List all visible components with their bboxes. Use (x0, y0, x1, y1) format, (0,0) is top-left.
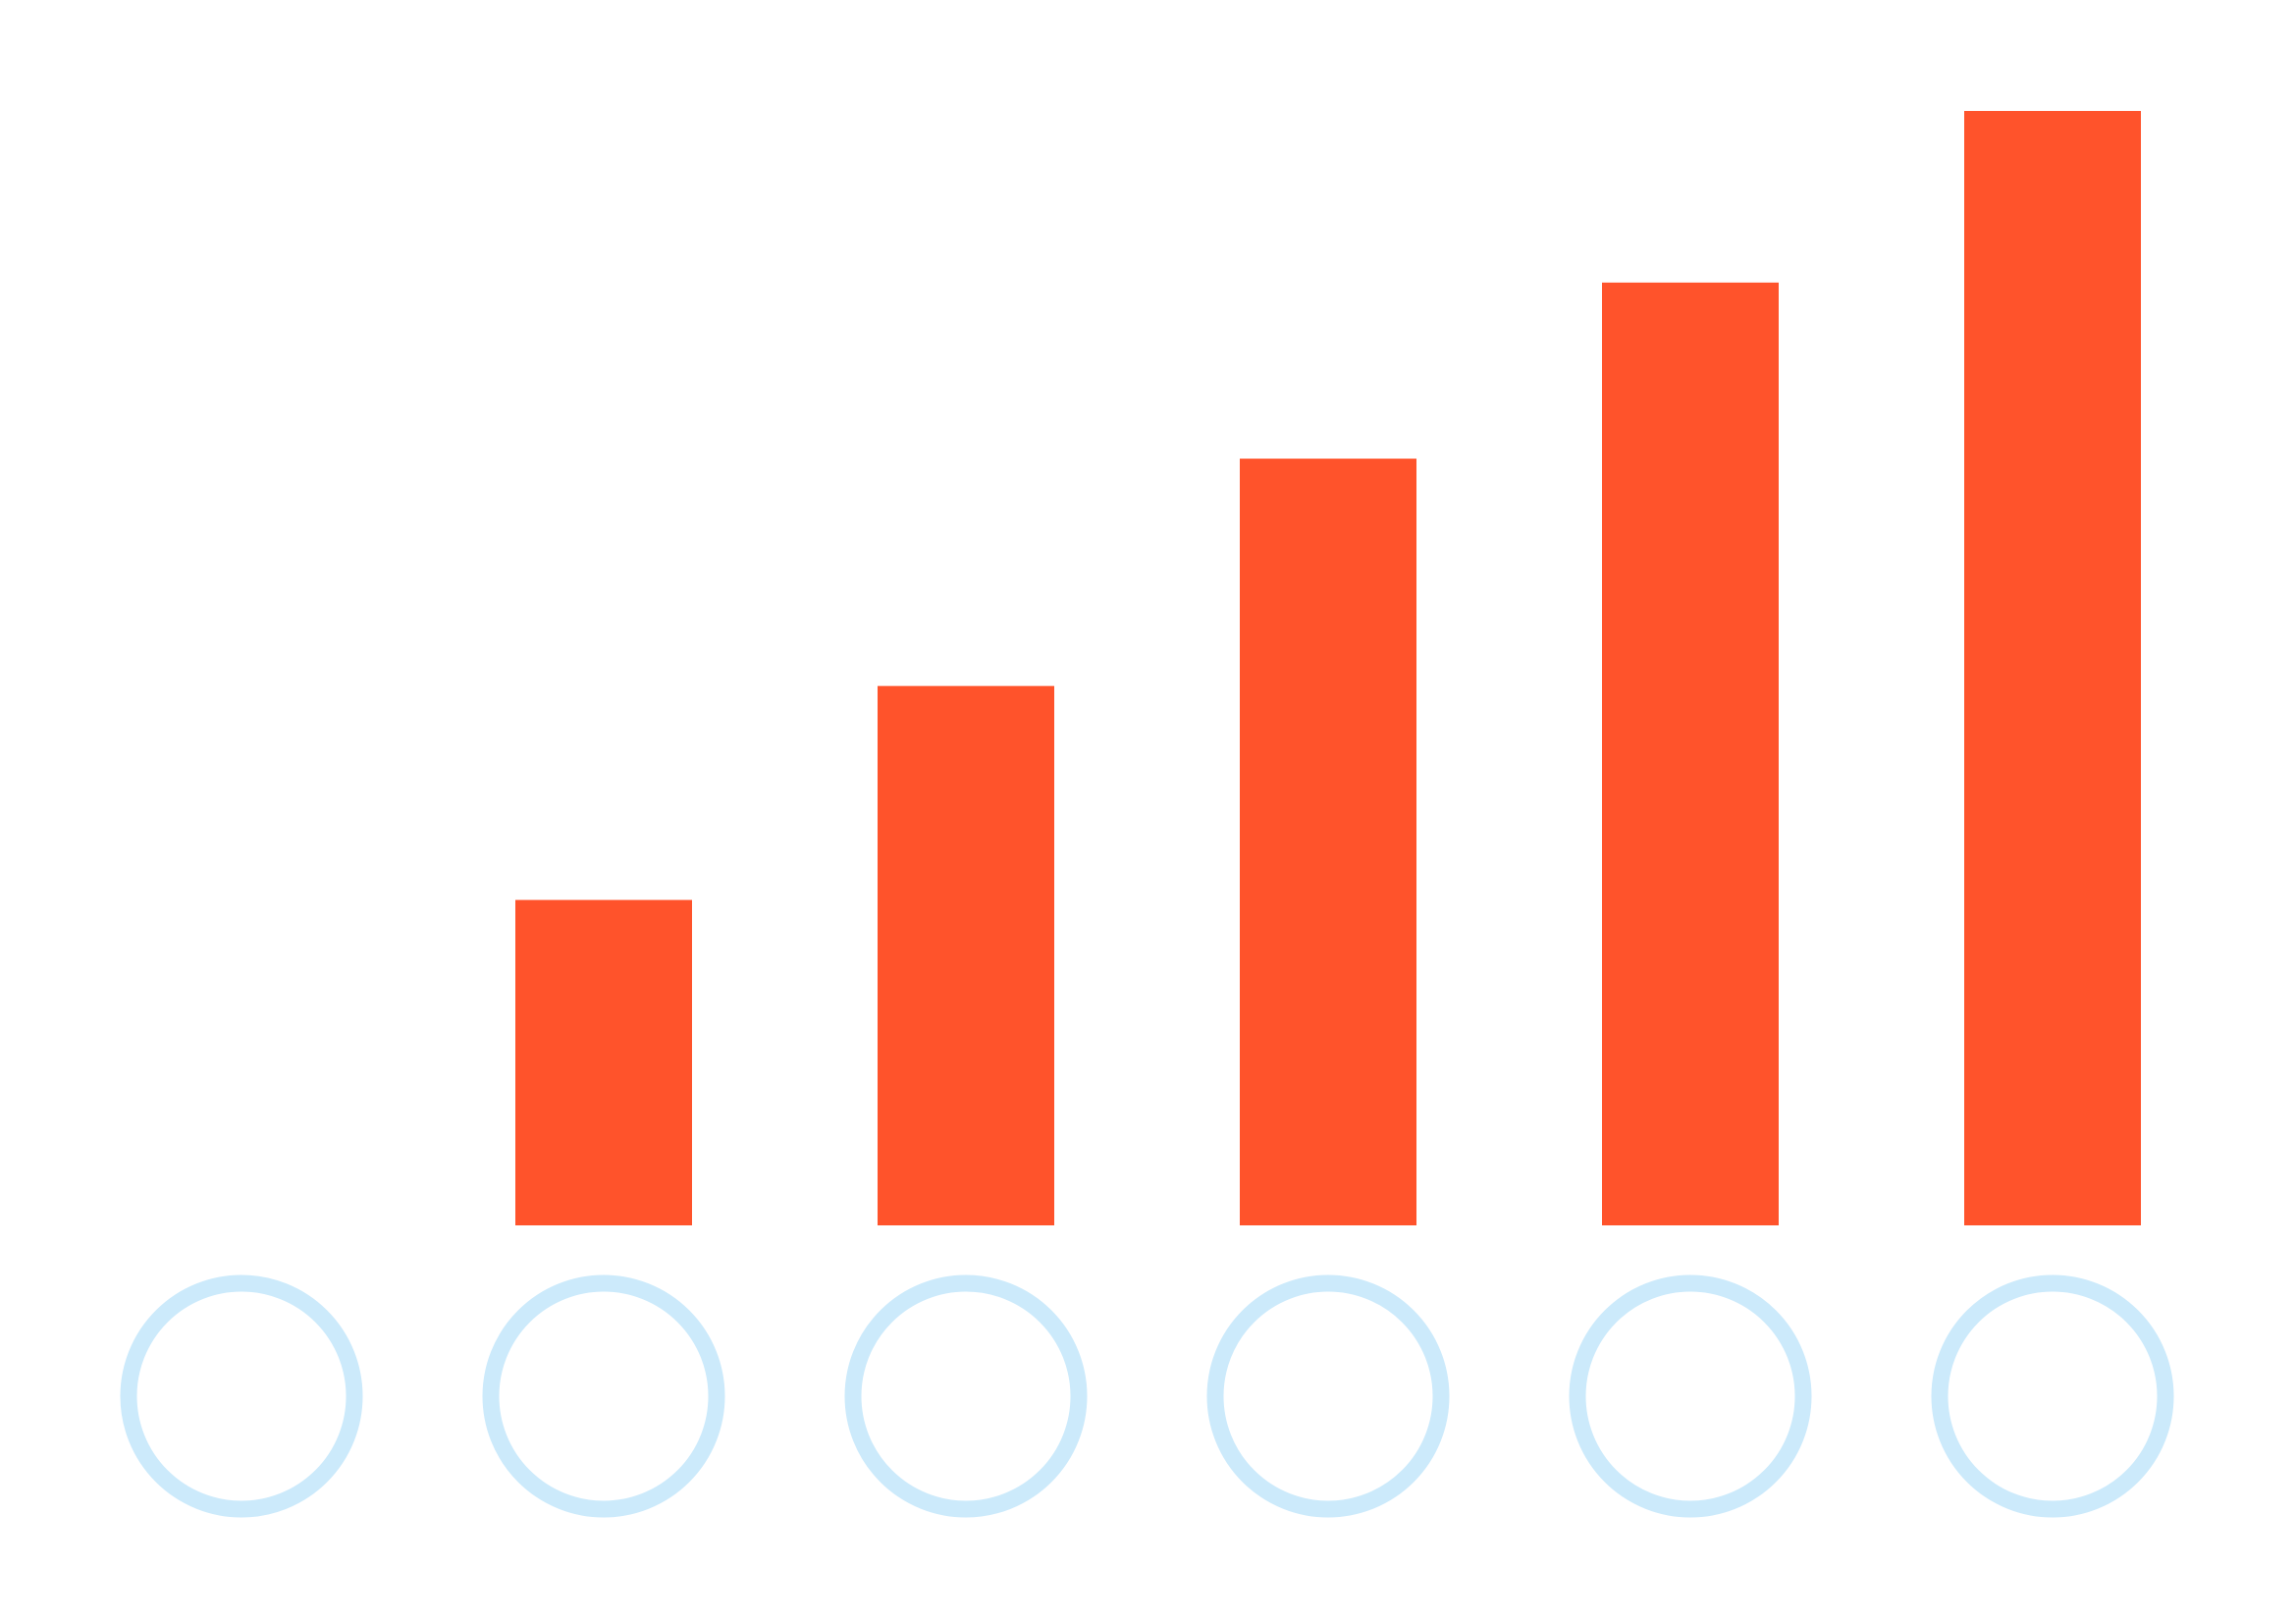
bar-4 (1240, 459, 1416, 1225)
circle-outline-icon (1569, 1274, 1812, 1518)
bar-2 (515, 899, 692, 1225)
bar-3 (878, 685, 1054, 1225)
bars-group (515, 111, 2141, 1225)
bar-6 (1964, 111, 2141, 1225)
category-markers-group (120, 1274, 2174, 1518)
bar-5 (1602, 282, 1779, 1225)
circle-outline-icon (1206, 1274, 1450, 1518)
circle-outline-icon (1931, 1274, 2174, 1518)
circle-outline-icon (482, 1274, 725, 1518)
circle-outline-icon (120, 1274, 363, 1518)
circle-outline-icon (844, 1274, 1088, 1518)
